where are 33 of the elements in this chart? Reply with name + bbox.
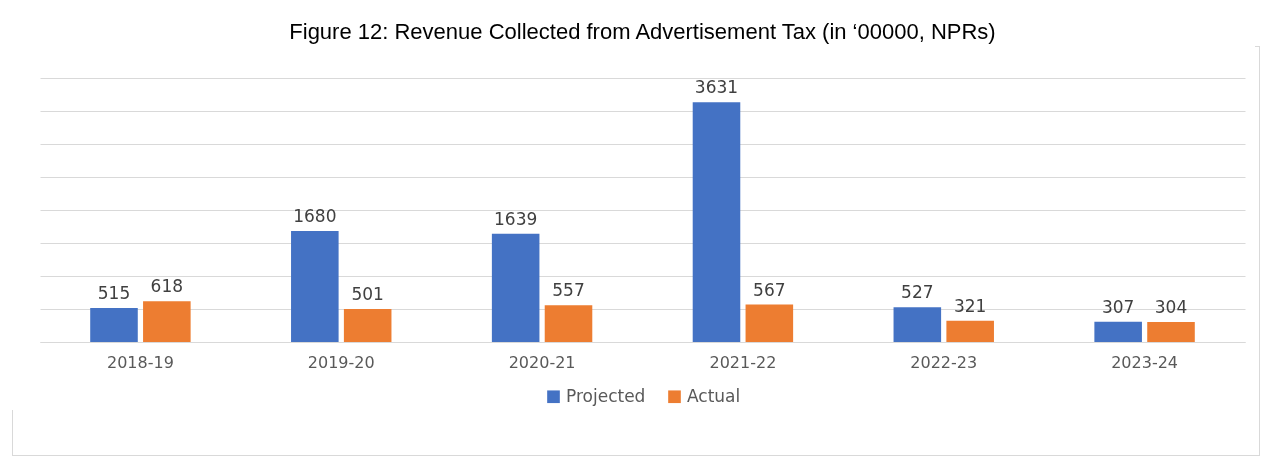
bar (291, 231, 339, 342)
bar (1147, 321, 1195, 342)
bar (343, 308, 392, 342)
chart-title: Figure 12: Revenue Collected from Advertisement Tax (in ‘00000, NPRs) (289, 19, 996, 44)
bar (544, 305, 593, 342)
data-label: 321 (953, 295, 987, 316)
bar (946, 320, 994, 342)
x-tick-label: 2018-19 (106, 352, 174, 372)
data-label: 307 (1101, 296, 1135, 317)
data-label: 304 (1154, 296, 1188, 317)
x-tick-label: 2019-20 (307, 352, 375, 372)
bar (1094, 321, 1142, 342)
bar (692, 102, 741, 342)
x-tick-label: 2023-24 (1111, 352, 1179, 372)
data-label: 557 (552, 280, 585, 301)
data-label: 515 (97, 283, 131, 304)
x-tick-label: 2020-21 (508, 352, 576, 372)
bar (491, 233, 540, 342)
data-label: 527 (901, 282, 934, 303)
legend-label: Projected (566, 385, 646, 406)
data-label: 1680 (293, 206, 337, 227)
x-tick-label: 2021-22 (709, 352, 777, 372)
bar (143, 301, 191, 342)
data-label: 501 (351, 283, 384, 304)
bar (90, 308, 138, 342)
data-label: 1639 (494, 208, 538, 229)
data-label: 567 (753, 279, 786, 300)
legend-label: Actual (687, 385, 741, 406)
x-tick-label: 2022-23 (910, 352, 978, 372)
data-label: 618 (150, 276, 184, 297)
bar (745, 304, 794, 342)
bar (893, 307, 942, 342)
data-label: 3631 (694, 77, 739, 98)
